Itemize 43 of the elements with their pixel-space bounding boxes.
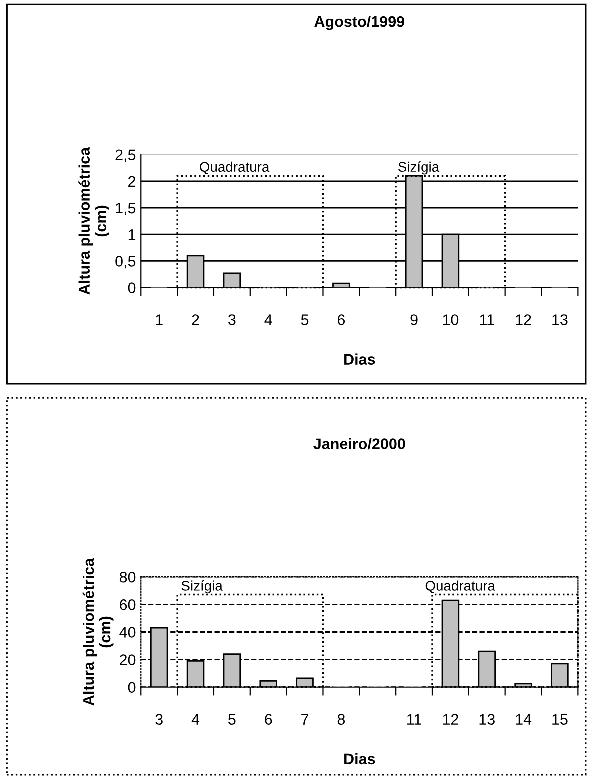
x-tick-label: 12 [443,714,458,725]
x-tick-label: 8 [338,714,346,725]
x-tick-label: 12 [516,314,532,326]
x-tick-label: 6 [265,714,272,725]
chart-title: Janeiro/2000 [314,438,406,450]
y-tick-label: 0 [128,282,136,294]
y-tick-label: 1,5 [116,203,136,216]
x-tick-label: 14 [516,714,532,725]
annotation: Quadratura [200,162,270,175]
chart-title: Agosto/1999 [314,16,405,30]
x-tick-label: 7 [302,714,309,725]
annotation: Quadratura [426,580,496,594]
y-tick-label: 40 [120,627,136,638]
annotation: Sizígia [182,580,223,594]
y-tick-label: 60 [120,600,136,610]
y-axis-title: Altura pluviométrica (cm) [82,558,114,706]
y-tick-label: 80 [120,572,136,583]
x-tick-label: 13 [552,314,568,326]
x-axis-title: Dias [344,354,376,365]
x-tick-label: 13 [480,714,495,725]
x-tick-label: 11 [480,314,494,326]
x-tick-label: 3 [228,314,236,326]
y-tick-label: 20 [120,654,136,666]
x-tick-label: 4 [264,314,272,326]
x-tick-label: 10 [443,314,459,326]
y-tick-label: 0 [128,682,136,694]
y-tick-label: 2,5 [116,150,136,162]
annotation: Sizígia [398,162,440,175]
y-tick-label: 0,5 [116,256,136,269]
x-tick-label: 15 [552,714,568,725]
x-tick-label: 1 [156,314,163,326]
x-axis-title: Dias [344,753,376,765]
y-tick-label: 2 [128,176,136,187]
y-tick-label: 1 [128,230,136,240]
x-tick-label: 5 [228,714,236,725]
x-tick-label: 11 [408,714,422,725]
x-tick-label: 3 [156,714,163,725]
x-tick-label: 6 [338,314,346,326]
x-tick-label: 2 [192,314,200,326]
x-tick-label: 5 [301,314,309,326]
x-tick-label: 4 [192,714,200,725]
x-tick-label: 9 [410,314,418,326]
y-axis-title: Altura pluviométrica (cm) [78,147,110,295]
